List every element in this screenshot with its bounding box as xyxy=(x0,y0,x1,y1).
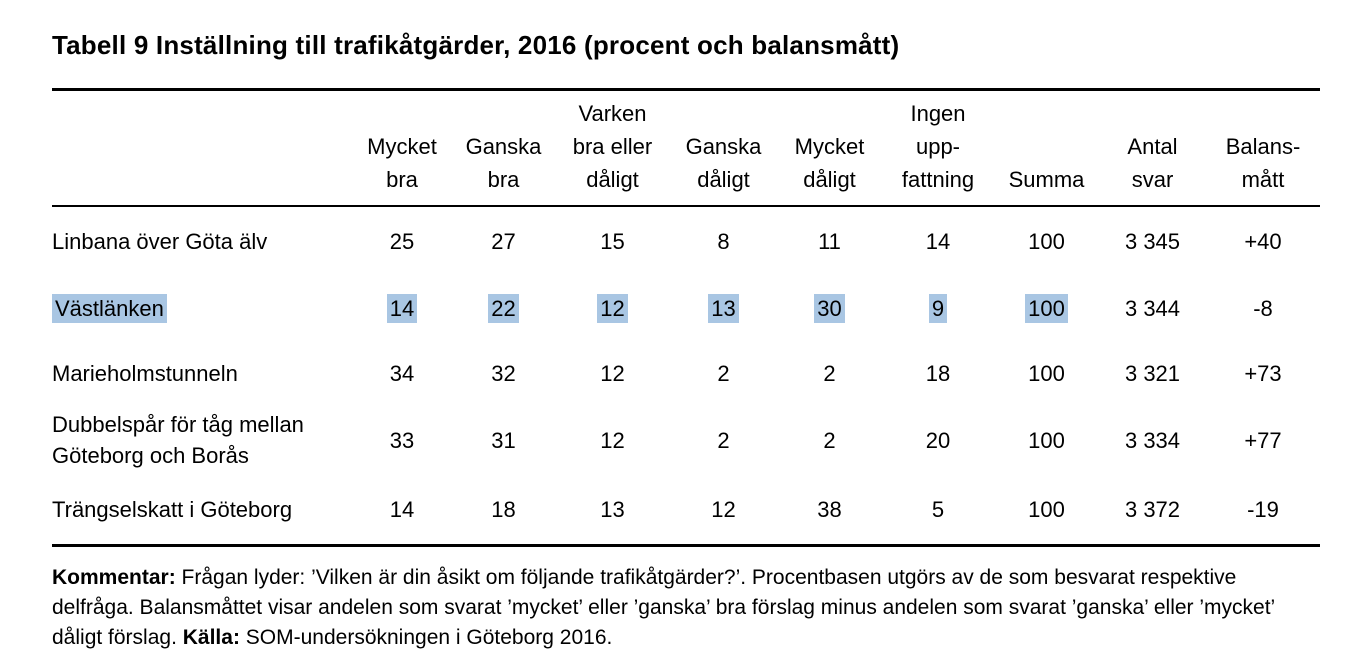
cell-value: 38 xyxy=(817,496,842,522)
cell-value: 100 xyxy=(994,276,1099,341)
header-cell-antal-svar: Antal svar xyxy=(1127,134,1178,192)
cell-value: 3 321 xyxy=(1124,361,1181,386)
cell-value: 3 334 xyxy=(1124,427,1181,453)
highlighted-text: 14 xyxy=(386,294,418,323)
table-comment: Kommentar: Frågan lyder: ’Vilken är din … xyxy=(52,563,1320,653)
cell-value: 100 xyxy=(1028,427,1065,453)
table-row-trangselskatt: Trängselskatt i Göteborg 14 18 13 12 38 … xyxy=(52,474,1320,546)
cell-value: 3 345 xyxy=(1124,229,1181,254)
cell-value: 13 xyxy=(670,276,777,341)
header-cell-balansmatt: Balans- mått xyxy=(1225,134,1301,192)
highlighted-text: 13 xyxy=(708,294,739,323)
highlighted-text: 12 xyxy=(597,294,628,323)
highlighted-text: 22 xyxy=(488,294,519,323)
cell-value: -8 xyxy=(1253,296,1273,321)
data-table: Mycket bra Ganska bra Varken bra eller d… xyxy=(52,88,1320,547)
header-cell-ingen-uppfattning: Ingen upp- fattning xyxy=(901,101,975,192)
cell-value: 31 xyxy=(491,427,516,453)
header-cell-ganska-daligt: Ganska dåligt xyxy=(685,134,762,192)
cell-value: 100 xyxy=(1028,496,1065,522)
row-label: Marieholmstunneln xyxy=(52,361,238,386)
row-label: Dubbelspår för tåg mellan Göteborg och B… xyxy=(52,412,304,468)
cell-value: 18 xyxy=(925,361,951,386)
cell-value: +73 xyxy=(1244,361,1282,386)
highlighted-text: Västlänken xyxy=(52,294,167,323)
table-row-linbana: Linbana över Göta älv 25 27 15 8 11 14 1… xyxy=(52,206,1320,276)
cell-value: 22 xyxy=(452,276,555,341)
cell-value: 2 xyxy=(823,427,836,453)
header-cell-label xyxy=(52,90,352,207)
table-row-vastlanken: Västlänken 14 22 12 13 30 9 100 3 344 -8 xyxy=(52,276,1320,341)
row-label: Linbana över Göta älv xyxy=(52,229,268,254)
highlighted-text: 9 xyxy=(928,294,948,323)
table-header: Mycket bra Ganska bra Varken bra eller d… xyxy=(52,90,1320,207)
cell-value: 2 xyxy=(823,361,836,386)
cell-value: 12 xyxy=(600,427,625,453)
cell-value: +40 xyxy=(1244,229,1282,254)
cell-value: 9 xyxy=(882,276,994,341)
highlighted-text: 100 xyxy=(1025,294,1068,323)
cell-value: 15 xyxy=(600,229,625,254)
source-text: SOM-undersökningen i Göteborg 2016. xyxy=(245,626,613,649)
cell-value: 100 xyxy=(1028,229,1065,254)
comment-label: Kommentar: xyxy=(52,566,176,589)
header-cell-ganska-bra: Ganska bra xyxy=(465,134,542,192)
cell-value: 34 xyxy=(389,361,415,386)
cell-value: 8 xyxy=(717,229,730,254)
cell-value: 25 xyxy=(389,229,415,254)
cell-value: 13 xyxy=(600,496,625,522)
cell-value: 18 xyxy=(491,496,516,522)
row-label: Trängselskatt i Göteborg xyxy=(52,496,293,522)
page-title: Tabell 9 Inställning till trafikåtgärder… xyxy=(52,30,900,60)
cell-value: 3 344 xyxy=(1124,296,1181,321)
cell-value: 2 xyxy=(717,427,730,453)
cell-value: 14 xyxy=(352,276,452,341)
highlighted-text: 30 xyxy=(814,294,845,323)
cell-value: 11 xyxy=(818,229,841,254)
cell-value: 32 xyxy=(491,361,516,386)
table-row-dubbelspar: Dubbelspår för tåg mellan Göteborg och B… xyxy=(52,406,1320,474)
table-row-marieholmstunneln: Marieholmstunneln 34 32 12 2 2 18 100 3 … xyxy=(52,341,1320,406)
document-page: Tabell 9 Inställning till trafikåtgärder… xyxy=(52,30,1320,653)
cell-value: 20 xyxy=(925,427,951,453)
cell-value: +77 xyxy=(1244,427,1282,453)
cell-value: 33 xyxy=(389,427,415,453)
cell-value: 12 xyxy=(555,276,670,341)
cell-value: 100 xyxy=(1028,361,1065,386)
header-cell-mycket-bra: Mycket bra xyxy=(367,134,437,192)
cell-value: -19 xyxy=(1247,496,1279,522)
row-label: Västlänken xyxy=(52,276,352,341)
header-cell-mycket-daligt: Mycket dåligt xyxy=(794,134,865,192)
cell-value: 3 372 xyxy=(1124,496,1181,522)
comment-text: Frågan lyder: ’Vilken är din åsikt om fö… xyxy=(52,566,1275,649)
cell-value: 14 xyxy=(389,496,415,522)
cell-value: 14 xyxy=(925,229,951,254)
header-row: Mycket bra Ganska bra Varken bra eller d… xyxy=(52,90,1320,207)
cell-value: 27 xyxy=(491,229,516,254)
header-cell-summa: Summa xyxy=(1008,167,1085,192)
cell-value: 30 xyxy=(777,276,882,341)
cell-value: 2 xyxy=(717,361,730,386)
cell-value: 12 xyxy=(711,496,736,522)
cell-value: 12 xyxy=(600,361,625,386)
header-cell-varken: Varken bra eller dåligt xyxy=(572,101,653,192)
source-label: Källa: xyxy=(182,626,240,649)
cell-value: 5 xyxy=(931,496,945,522)
